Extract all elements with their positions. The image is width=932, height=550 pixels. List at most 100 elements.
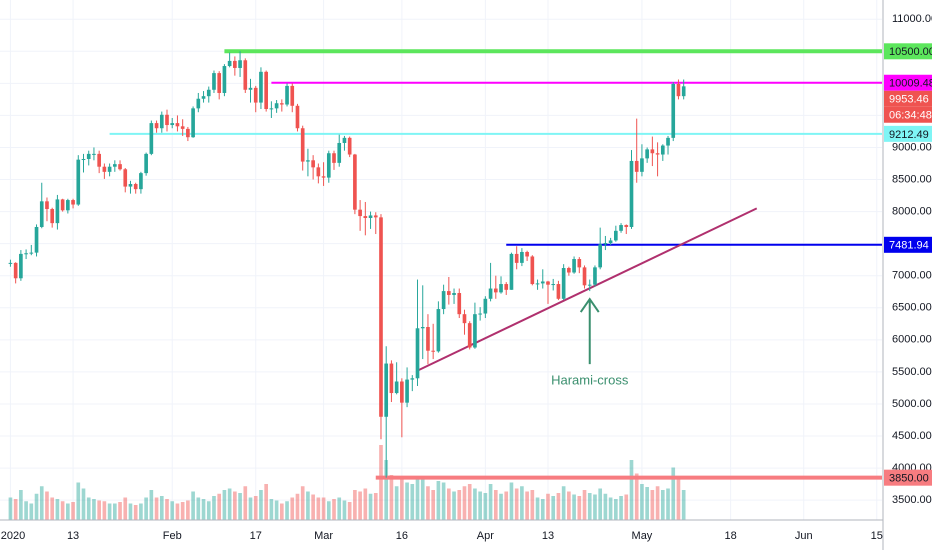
candle-body [191,108,195,138]
volume-bar [123,497,128,520]
volume-bar [504,491,509,520]
candle-body [603,243,608,245]
candle-body [619,225,623,231]
volume-bar [666,488,670,520]
volume-bar [598,488,603,520]
candle-body [248,87,253,90]
candle-body [478,313,482,315]
candle-body [71,200,75,205]
candle-body [650,149,655,154]
candle-body [180,126,185,129]
volume-bar [650,490,655,520]
volume-bar [13,499,18,520]
annotation-label: Harami-cross [551,373,629,388]
volume-bar [645,487,649,520]
candle-body [504,284,509,290]
y-tick-label: 8000.00 [892,205,932,217]
candle-body [39,201,44,227]
candle-body [546,281,550,285]
volume-bar [660,490,665,520]
candle-body [493,288,498,293]
candle-body [462,314,467,324]
candle-body [676,83,681,97]
volume-bar [128,503,133,520]
candle-body [467,323,472,348]
volume-bar [358,491,362,520]
volume-bar [540,499,545,520]
candle-body [107,166,112,172]
volume-bar [269,499,274,520]
volume-bar [180,502,185,520]
candle-body [238,60,242,68]
volume-bar [222,490,227,520]
volume-bar [363,488,368,520]
volume-bar [556,493,561,520]
candle-body [243,60,248,90]
volume-bar [259,490,263,520]
volume-bar [447,488,451,520]
volume-bar [462,486,467,520]
volume-bar [671,467,676,520]
volume-bar [55,499,60,520]
candle-body [29,252,34,254]
candle-body [358,209,362,217]
candle-body [342,137,347,143]
candle-body [405,379,409,403]
volume-bar [347,502,352,520]
price-tag: 10500.00 [889,46,932,58]
volume-bar [410,484,415,520]
x-tick-label: 2020 [1,530,25,542]
annotation-arrow [579,297,600,365]
volume-bar [389,475,394,520]
candle-body [598,244,603,268]
candle-body [8,262,13,264]
candle-body [431,350,435,352]
x-tick-label: 15 [871,530,883,542]
candle-body [332,153,336,163]
candle-body [154,123,159,129]
candle-body [499,284,503,293]
candle-body [201,96,206,99]
y-tick-label: 8500.00 [892,173,932,185]
candle-body [217,73,222,93]
volume-bar [420,478,425,520]
x-tick-label: 18 [725,530,737,542]
volume-bar [102,501,107,520]
candle-body [525,251,529,257]
candle-body [50,209,55,224]
price-tag-bg [884,236,932,253]
volume-bar [593,494,597,520]
volume-bar [483,493,488,520]
candle-body [97,153,101,167]
candle-body [353,154,357,210]
volume-bar [154,497,159,520]
candle-body [436,309,441,352]
volume-bar [264,484,268,520]
volume-bar [118,502,122,520]
volume-bar [603,493,608,520]
candle-body [316,167,321,177]
price-tag-bg [884,74,932,91]
y-tick-label: 5500.00 [892,366,932,378]
candle-body [577,259,582,268]
countdown-tag-bg [884,106,932,123]
volume-bar [71,502,75,520]
volume-bar [186,500,190,520]
candle-body [483,298,488,314]
candle-body [227,60,232,67]
candle-body [60,199,65,211]
volume-bar [436,481,441,520]
volume-bar [514,488,519,520]
candle-body [34,226,39,253]
candle-body [473,314,477,348]
candle-body [509,253,514,290]
volume-bar [175,503,180,520]
candle-body [269,108,274,110]
volume-bar [608,497,613,520]
x-tick-label: Apr [477,530,494,542]
candle-body [102,166,107,172]
volume-bar [295,493,300,520]
price-tag-bg [884,43,932,60]
volume-bar [530,490,535,520]
